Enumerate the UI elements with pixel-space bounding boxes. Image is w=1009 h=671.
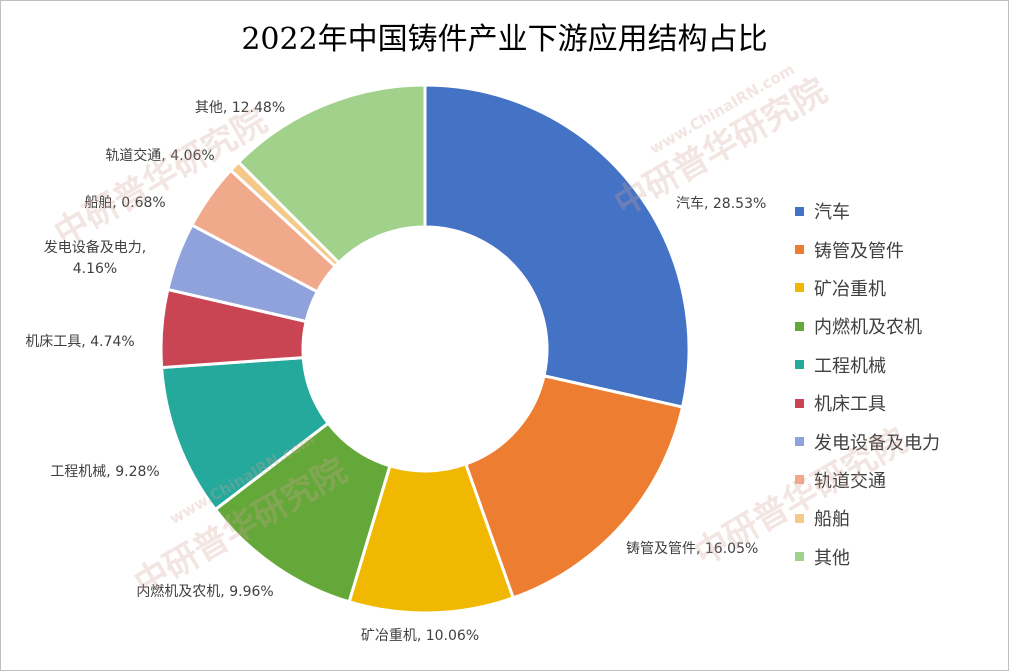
- legend-swatch: [795, 437, 804, 447]
- data-label-5: 工程机械, 9.28%: [50, 464, 159, 480]
- legend-label: 铸管及管件: [814, 240, 904, 262]
- legend-item: 机床工具: [795, 384, 940, 422]
- legend-label: 机床工具: [814, 394, 886, 416]
- legend-swatch: [795, 360, 804, 370]
- legend-item: 轨道交通: [795, 461, 940, 499]
- legend-swatch: [795, 283, 804, 293]
- legend-item: 发电设备及电力: [795, 422, 940, 460]
- data-label-9: 船舶, 0.68%: [84, 195, 165, 211]
- data-label-10: 其他, 12.48%: [195, 100, 285, 116]
- legend-swatch: [795, 475, 804, 485]
- legend-swatch: [795, 245, 804, 255]
- legend-label: 其他: [814, 547, 850, 569]
- data-label-1: 汽车, 28.53%: [676, 195, 766, 212]
- donut-slice-10: [236, 83, 427, 265]
- data-label-2: 铸管及管件, 16.05%: [626, 541, 758, 557]
- legend-label: 矿冶重机: [814, 278, 886, 300]
- legend-swatch: [795, 321, 804, 331]
- legend-item: 船舶: [795, 499, 940, 537]
- legend-item: 工程机械: [795, 346, 940, 384]
- legend-label: 汽车: [814, 202, 850, 224]
- legend-item: 内燃机及农机: [795, 307, 940, 345]
- legend-item: 汽车: [795, 192, 940, 230]
- legend-swatch: [795, 206, 804, 216]
- legend-label: 船舶: [814, 509, 850, 531]
- legend-item: 铸管及管件: [795, 230, 940, 268]
- data-label-4: 内燃机及农机, 9.96%: [136, 583, 273, 600]
- data-label-7: 发电设备及电力, 4.16%: [44, 239, 146, 277]
- donut-slice-2: [463, 374, 685, 600]
- legend-item: 其他: [795, 538, 940, 576]
- legend-label: 内燃机及农机: [814, 317, 922, 339]
- legend-label: 发电设备及电力: [814, 432, 940, 454]
- legend-swatch: [795, 513, 804, 523]
- data-label-6: 机床工具, 4.74%: [25, 334, 134, 350]
- chart-title: 2022年中国铸件产业下游应用结构占比: [241, 22, 768, 57]
- legend-item: 矿冶重机: [795, 269, 940, 307]
- legend-swatch: [795, 552, 804, 562]
- data-label-3: 矿冶重机, 10.06%: [361, 628, 479, 644]
- legend-label: 工程机械: [814, 355, 886, 377]
- legend-swatch: [795, 398, 804, 408]
- donut-slice-1: [423, 83, 691, 409]
- data-label-8: 轨道交通, 4.06%: [105, 147, 214, 164]
- chart-legend: 汽车铸管及管件矿冶重机内燃机及农机 工程机械机床工具发电设备及电力 轨道交通船舶其他: [795, 192, 940, 576]
- legend-label: 轨道交通: [814, 470, 886, 492]
